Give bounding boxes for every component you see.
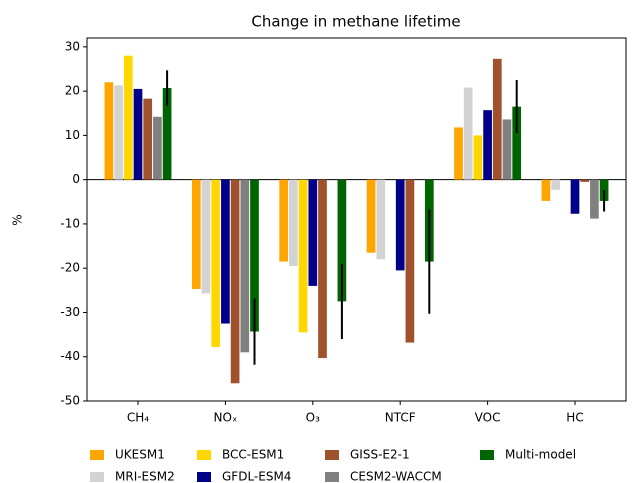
bar (162, 88, 172, 180)
bar (483, 110, 492, 180)
bar (250, 179, 259, 332)
bar (376, 179, 386, 260)
bar (211, 179, 221, 347)
legend-label: MRI-ESM2 (115, 470, 175, 483)
legend-label: GISS-E2-1 (350, 448, 410, 462)
x-tick-label: O₃ (306, 411, 320, 425)
plot-frame (86, 37, 627, 402)
x-tick-label: HC (566, 411, 583, 425)
x-tick-label: NTCF (385, 411, 416, 425)
legend-swatch (90, 472, 104, 482)
y-tick-label: 30 (65, 39, 80, 53)
bar (366, 179, 376, 253)
legend-swatch (197, 472, 211, 482)
bar (221, 179, 230, 324)
bar (153, 116, 162, 180)
bar (395, 179, 405, 271)
bar (492, 58, 502, 180)
bar (590, 179, 599, 219)
bar (318, 179, 327, 359)
legend-label: Multi-model (505, 448, 576, 462)
legend-label: GFDL-ESM4 (222, 470, 291, 483)
bar (279, 179, 289, 262)
y-axis-label: % (11, 214, 25, 225)
bar (580, 179, 590, 182)
bar (337, 179, 347, 302)
legend-swatch (90, 450, 104, 460)
bar (308, 179, 318, 286)
bar (405, 179, 415, 343)
legend-label: BCC-ESM1 (222, 448, 284, 462)
bar (463, 87, 473, 180)
y-tick-label: -30 (60, 305, 80, 319)
y-tick-label: 0 (72, 172, 80, 186)
y-tick-label: 10 (65, 128, 80, 142)
bar (289, 179, 298, 266)
x-tick-label: CH₄ (127, 411, 149, 425)
bar (541, 179, 551, 201)
legend-swatch (197, 450, 211, 460)
y-tick-label: -10 (60, 216, 80, 230)
legend-swatch (325, 450, 339, 460)
bar (191, 179, 201, 290)
y-tick-label: -50 (60, 394, 80, 408)
bar (143, 98, 153, 180)
bar (230, 179, 240, 384)
y-tick-label: -40 (60, 349, 80, 363)
y-tick-label: -20 (60, 261, 80, 275)
x-tick-label: NOₓ (214, 411, 238, 425)
bar (240, 179, 250, 353)
bar (298, 179, 308, 333)
bar (123, 55, 133, 180)
chart-title: Change in methane lifetime (251, 13, 460, 31)
bar (502, 119, 512, 180)
bar (512, 106, 522, 180)
bar (570, 179, 580, 214)
legend-label: CESM2-WACCM (350, 470, 442, 483)
bar (473, 135, 483, 180)
legend-swatch (480, 450, 494, 460)
bar (114, 85, 123, 180)
bar (551, 179, 560, 190)
x-tick-label: VOC (475, 411, 501, 425)
bar (133, 88, 143, 180)
legend-swatch (325, 472, 339, 482)
bar (454, 127, 463, 180)
bar (104, 82, 114, 180)
bar (201, 179, 211, 294)
legend-label: UKESM1 (115, 448, 165, 462)
y-tick-label: 20 (65, 84, 80, 98)
